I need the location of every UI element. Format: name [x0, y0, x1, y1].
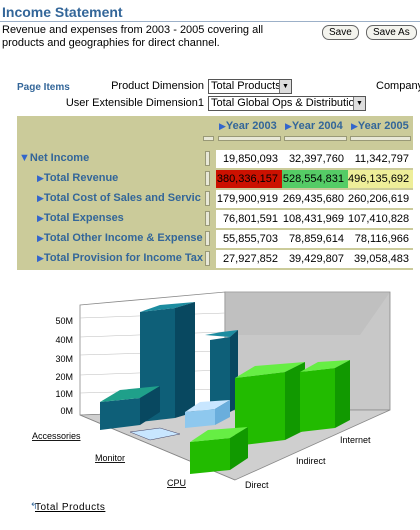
title-divider: [0, 21, 420, 22]
bar: [190, 427, 248, 442]
product-dimension-value: Total Products: [211, 80, 281, 92]
page-title: Income Statement: [2, 4, 123, 20]
column-header-2003[interactable]: ▶Year 2003: [219, 120, 277, 132]
expand-triangle-icon: ▶: [285, 121, 292, 131]
bar: [235, 362, 305, 378]
row-label-total-other-income[interactable]: ▶Total Other Income & Expense: [37, 232, 203, 244]
row-handle[interactable]: [205, 251, 210, 266]
bar: [175, 302, 195, 418]
category-label-monitor[interactable]: Monitor: [95, 453, 125, 463]
y-tick-label: 20M: [55, 372, 73, 382]
chart-wall-shade: [225, 292, 390, 335]
grid-cell: 78,859,614: [282, 229, 348, 248]
series-label-internet: Internet: [340, 435, 371, 445]
y-tick-label: 10M: [55, 389, 73, 399]
bar: [205, 330, 238, 337]
row-handle[interactable]: [205, 191, 210, 206]
grid-cell: 107,410,828: [348, 209, 413, 228]
grid-cell: 380,336,157: [216, 169, 282, 188]
expand-triangle-icon: ▶: [37, 173, 44, 183]
bar: [335, 360, 350, 428]
expand-triangle-icon: ▶: [37, 193, 44, 203]
series-label-direct: Direct: [245, 480, 269, 490]
column-handle-2005[interactable]: [350, 136, 411, 141]
income-grid: ▶Year 2003 ▶Year 2004 ▶Year 2005 ▼Net In…: [17, 116, 413, 270]
row-handle[interactable]: [205, 151, 210, 166]
grid-cell: 269,435,680: [282, 189, 348, 208]
bar: [300, 360, 350, 372]
expand-triangle-icon: ▶: [351, 121, 358, 131]
grid-cell: 108,431,969: [282, 209, 348, 228]
column-header-2004[interactable]: ▶Year 2004: [285, 120, 343, 132]
category-label-accessories[interactable]: Accessories: [32, 431, 81, 441]
expand-triangle-icon: ▶: [219, 121, 226, 131]
bar: [129, 427, 181, 441]
y-tick-label: 40M: [55, 335, 73, 345]
bar-series-internet: [100, 302, 238, 430]
grid-cell: 39,429,807: [282, 249, 348, 268]
grid-cell: 11,342,797: [348, 149, 413, 168]
total-products-link[interactable]: Total Products: [35, 502, 106, 513]
row-label-total-cost-of-sales[interactable]: ▶Total Cost of Sales and Servic: [37, 192, 201, 204]
grid-cell: 19,850,093: [216, 149, 282, 168]
column-handle-2003[interactable]: [218, 136, 281, 141]
grid-cell: 27,927,852: [216, 249, 282, 268]
product-dimension-select[interactable]: Total Products ▼: [208, 79, 292, 94]
expand-triangle-icon: ▶: [37, 253, 44, 263]
y-tick-label: 0M: [60, 406, 73, 416]
bar: [185, 400, 230, 412]
page-items-label: Page Items: [17, 82, 70, 93]
bar: [190, 438, 230, 474]
drill-up-icon[interactable]: ↰: [30, 501, 38, 511]
page-description: Revenue and expenses from 2003 - 2005 co…: [2, 24, 264, 49]
grid-cell: 260,206,619: [348, 189, 413, 208]
y-tick-label: 30M: [55, 354, 73, 364]
grid-cell: 76,801,591: [216, 209, 282, 228]
row-label-total-revenue[interactable]: ▶Total Revenue: [37, 172, 119, 184]
bar: [215, 400, 230, 425]
y-tick-label: 50M: [55, 316, 73, 326]
bar: [100, 398, 140, 430]
chevron-down-icon[interactable]: ▼: [353, 97, 365, 110]
row-handle[interactable]: [205, 211, 210, 226]
grid-cell: 179,900,919: [216, 189, 282, 208]
bar: [300, 368, 335, 432]
bar: [185, 409, 215, 428]
product-dimension-label: Product Dimension: [111, 80, 204, 92]
user-dimension-value: Total Global Ops & Distribution: [211, 97, 361, 109]
category-label-cpu[interactable]: CPU: [167, 478, 186, 488]
bar: [140, 302, 195, 312]
row-label-total-expenses[interactable]: ▶Total Expenses: [37, 212, 124, 224]
user-dimension-label: User Extensible Dimension1: [65, 97, 204, 109]
grid-cell: 528,554,831: [282, 169, 348, 188]
company-label: Company: [376, 80, 420, 92]
grid-cell: 55,855,703: [216, 229, 282, 248]
series-label-indirect: Indirect: [296, 456, 326, 466]
expand-triangle-icon: ▶: [37, 233, 44, 243]
grid-cell: 32,397,760: [282, 149, 348, 168]
grid-cell: 496,135,692: [348, 169, 413, 188]
bar: [140, 386, 160, 425]
bar: [210, 337, 230, 415]
bar: [230, 427, 248, 470]
save-as-button[interactable]: Save As: [366, 25, 417, 40]
collapse-triangle-icon: ▼: [19, 152, 30, 164]
save-button[interactable]: Save: [322, 25, 359, 40]
3d-bar-chart: 0M 10M 20M 30M 40M 50M Acces: [32, 291, 391, 490]
chevron-down-icon[interactable]: ▼: [279, 80, 291, 93]
row-header-handle[interactable]: [203, 136, 214, 141]
row-label-net-income[interactable]: ▼Net Income: [19, 152, 90, 164]
bar: [100, 386, 160, 402]
row-handle[interactable]: [205, 231, 210, 246]
grid-cell: 78,116,966: [348, 229, 413, 248]
column-header-2005[interactable]: ▶Year 2005: [351, 120, 409, 132]
bar-series-direct: [190, 360, 350, 474]
bar-series-indirect: [129, 400, 230, 441]
column-handle-2004[interactable]: [284, 136, 347, 141]
row-label-total-provision-tax[interactable]: ▶Total Provision for Income Tax: [37, 252, 204, 264]
grid-cell: 39,058,483: [348, 249, 413, 268]
row-handle[interactable]: [205, 171, 210, 186]
expand-triangle-icon: ▶: [37, 213, 44, 223]
user-dimension-select[interactable]: Total Global Ops & Distribution ▼: [208, 96, 366, 111]
